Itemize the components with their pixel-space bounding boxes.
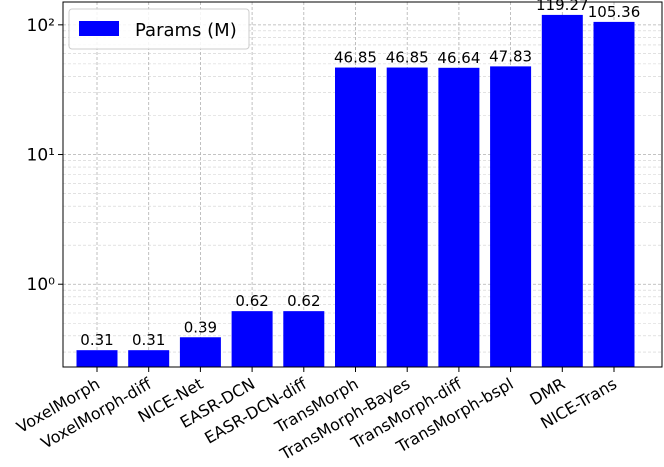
value-label: 105.36 — [588, 3, 641, 21]
bar — [386, 67, 428, 367]
y-tick-label: 10¹ — [27, 146, 55, 166]
bar — [593, 21, 635, 368]
value-label: 46.64 — [437, 49, 480, 67]
value-label: 46.85 — [386, 49, 429, 67]
value-label: 119.27 — [536, 0, 589, 14]
legend-box — [68, 8, 250, 50]
value-label: 0.31 — [132, 331, 165, 349]
bar — [541, 14, 583, 367]
value-label: 0.62 — [235, 292, 268, 310]
bar — [335, 67, 376, 367]
value-label: 0.62 — [287, 292, 320, 310]
legend-swatch — [79, 21, 119, 36]
bar — [231, 311, 273, 367]
value-label: 47.83 — [489, 47, 532, 65]
bar — [283, 311, 325, 367]
y-tick-label: 10² — [27, 16, 55, 36]
bar — [179, 337, 221, 367]
bar — [76, 350, 118, 367]
value-label: 0.39 — [184, 318, 217, 336]
plot-frame — [62, 1, 663, 368]
bar — [490, 66, 532, 367]
y-tick-label: 10⁰ — [27, 275, 56, 295]
value-label: 46.85 — [334, 49, 377, 67]
legend-label: Params (M) — [135, 20, 237, 41]
value-label: 0.31 — [80, 331, 113, 349]
bar — [438, 67, 480, 367]
bar — [128, 350, 170, 367]
